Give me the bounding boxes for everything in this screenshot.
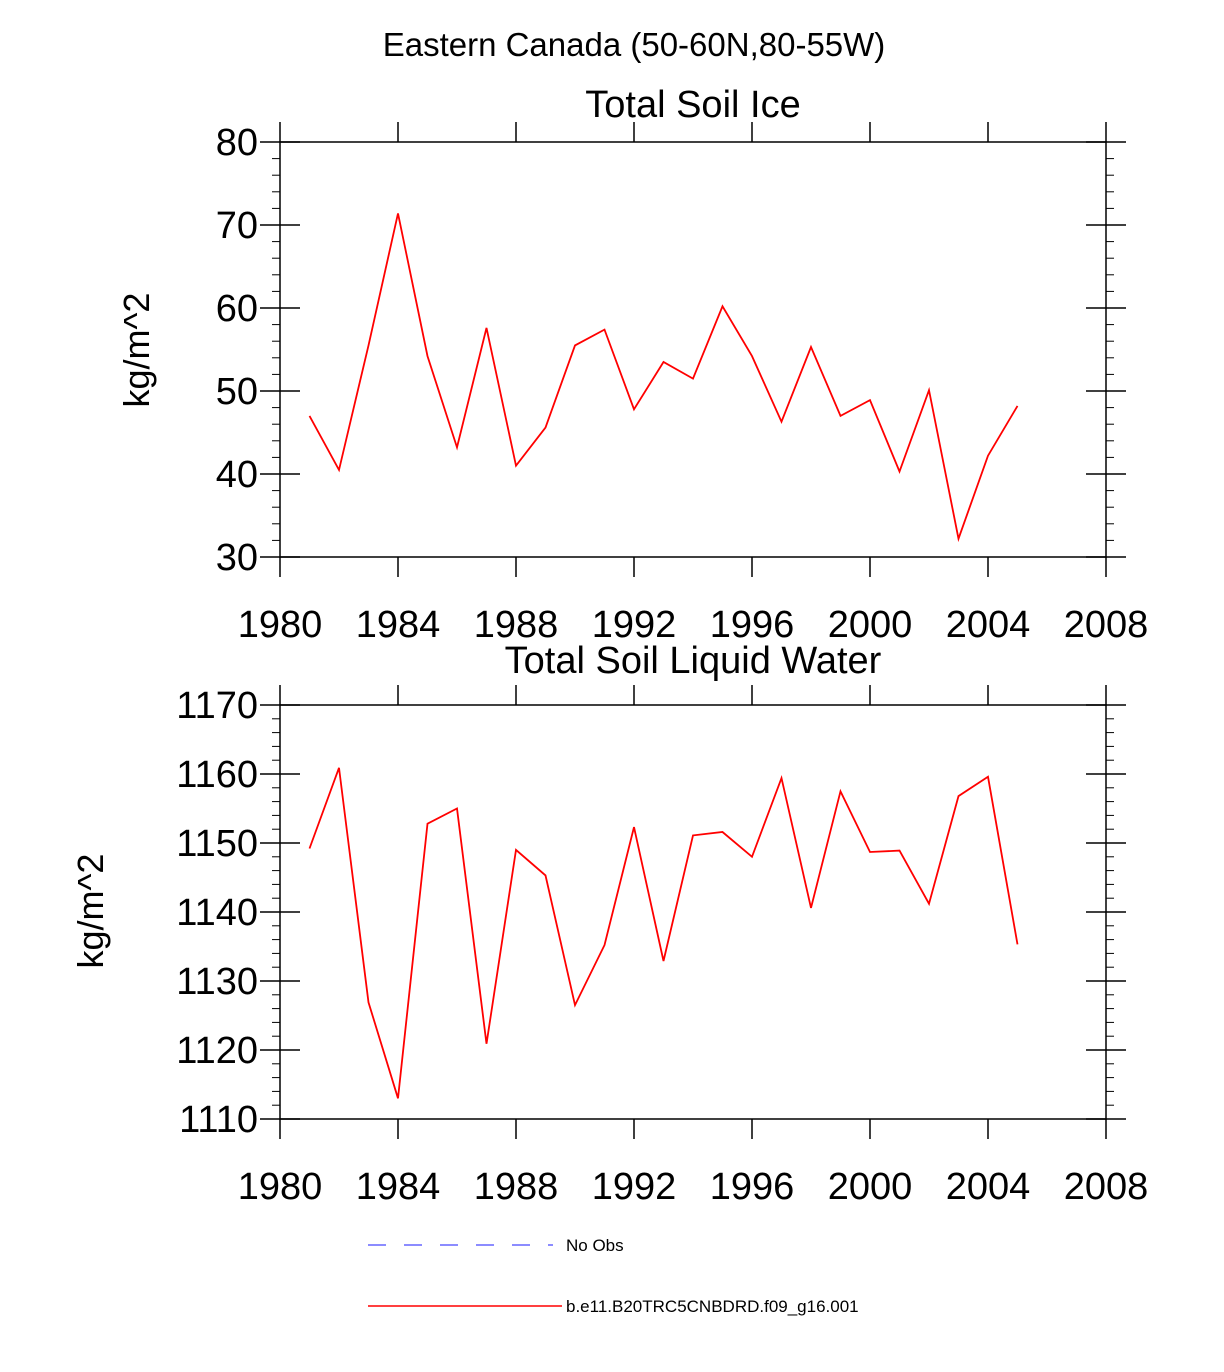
x-tick-label: 1988 <box>474 1166 559 1208</box>
x-tick-label: 1988 <box>474 604 559 646</box>
x-tick-label: 1996 <box>710 1166 795 1208</box>
y-axis-label: kg/m^2 <box>116 293 157 408</box>
x-tick-label: 2004 <box>946 604 1031 646</box>
y-tick-label: 1140 <box>176 892 258 934</box>
chart-panel-total-soil-liquid-water: Total Soil Liquid Water kg/m^2 1980 1984 1… <box>70 640 1148 1208</box>
y-axis-label: kg/m^2 <box>70 854 111 969</box>
x-tick-label: 2004 <box>946 1166 1031 1208</box>
chart-title: Total Soil Ice <box>585 84 800 126</box>
legend: No Obs b.e11.B20TRC5CNBDRD.f09_g16.001 <box>368 1236 859 1316</box>
y-tick-label: 1130 <box>176 961 258 1003</box>
y-tick-label: 30 <box>216 537 258 579</box>
chart-title: Total Soil Liquid Water <box>505 640 882 682</box>
y-tick-label: 60 <box>216 288 258 330</box>
legend-label-no-obs: No Obs <box>566 1236 624 1255</box>
x-tick-label: 1980 <box>238 604 323 646</box>
plot-frame <box>279 704 1107 1120</box>
y-tick-label: 1170 <box>176 685 258 727</box>
x-tick-label: 2008 <box>1064 604 1149 646</box>
y-tick-label: 40 <box>216 454 258 496</box>
legend-label-model: b.e11.B20TRC5CNBDRD.f09_g16.001 <box>566 1297 859 1316</box>
y-tick-label: 70 <box>216 205 258 247</box>
chart-panel-total-soil-ice: Total Soil Ice kg/m^2 1980 1984 1988 1992 19… <box>116 84 1148 646</box>
plot-frame <box>279 141 1107 558</box>
x-tick-label: 1984 <box>356 604 441 646</box>
y-tick-label: 1110 <box>179 1099 258 1141</box>
x-tick-label: 2000 <box>828 1166 913 1208</box>
y-tick-label: 80 <box>216 122 258 164</box>
x-tick-label: 1980 <box>238 1166 323 1208</box>
x-tick-label: 2000 <box>828 604 913 646</box>
series-line <box>308 213 1019 543</box>
y-tick-label: 1160 <box>176 754 258 796</box>
x-tick-label: 1984 <box>356 1166 441 1208</box>
x-tick-label: 2008 <box>1064 1166 1149 1208</box>
y-tick-label: 1120 <box>176 1030 258 1072</box>
y-tick-label: 1150 <box>176 823 258 865</box>
x-tick-label: 1992 <box>592 604 677 646</box>
x-tick-label: 1996 <box>710 604 795 646</box>
y-tick-label: 50 <box>216 371 258 413</box>
x-tick-label: 1992 <box>592 1166 677 1208</box>
figure-title: Eastern Canada (50-60N,80-55W) <box>383 26 886 63</box>
series-line <box>308 767 1019 1099</box>
